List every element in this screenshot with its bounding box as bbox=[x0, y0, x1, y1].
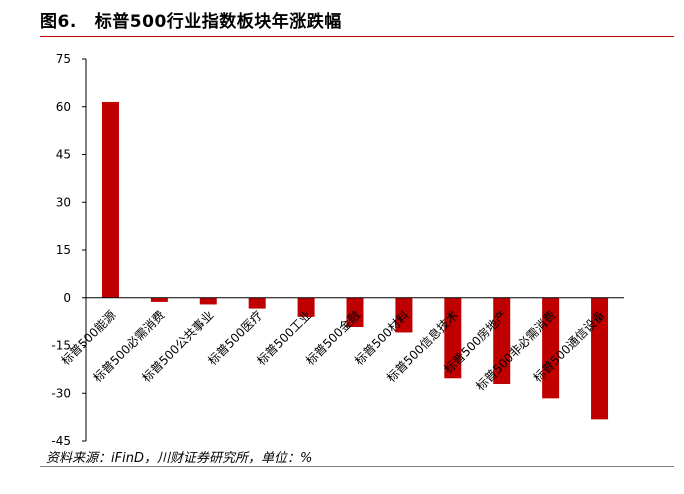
bar bbox=[395, 297, 413, 333]
bar bbox=[150, 297, 168, 302]
y-axis: 75 60 45 30 15 0 -15 -30 -45 bbox=[51, 52, 87, 448]
title-rule bbox=[40, 36, 674, 37]
bar bbox=[591, 297, 609, 420]
bar bbox=[542, 297, 560, 399]
y-tick-label: 75 bbox=[56, 52, 71, 66]
bar bbox=[199, 297, 217, 305]
bar bbox=[101, 101, 119, 298]
bars bbox=[101, 101, 609, 420]
bar bbox=[493, 297, 511, 385]
source-rule bbox=[40, 466, 674, 467]
x-tick-labels: 标普500能源标普500必需消费标普500公共事业标普500医疗标普500工业标… bbox=[59, 307, 608, 393]
y-tick-label: 60 bbox=[56, 100, 71, 114]
y-tick-label: -45 bbox=[51, 434, 71, 448]
y-tick-label: 30 bbox=[56, 195, 71, 209]
figure-number: 图6. bbox=[40, 12, 77, 32]
bar bbox=[297, 297, 315, 317]
y-tick-label: 45 bbox=[56, 148, 71, 162]
source-text: 资料来源：iFinD，川财证券研究所，单位：% bbox=[46, 451, 313, 466]
y-tick-label: -15 bbox=[51, 339, 71, 353]
figure-title-text: 标普500行业指数板块年涨跌幅 bbox=[94, 12, 342, 32]
figure-title: 图6. 标普500行业指数板块年涨跌幅 bbox=[40, 7, 342, 32]
bar bbox=[248, 297, 266, 309]
source-note: 资料来源：iFinD，川财证券研究所，单位：% bbox=[46, 447, 312, 466]
y-tick-label: 15 bbox=[56, 243, 71, 257]
bar bbox=[346, 297, 364, 328]
y-tick-label: 0 bbox=[63, 291, 71, 305]
bar bbox=[444, 297, 462, 379]
y-tick-label: -30 bbox=[51, 386, 71, 400]
